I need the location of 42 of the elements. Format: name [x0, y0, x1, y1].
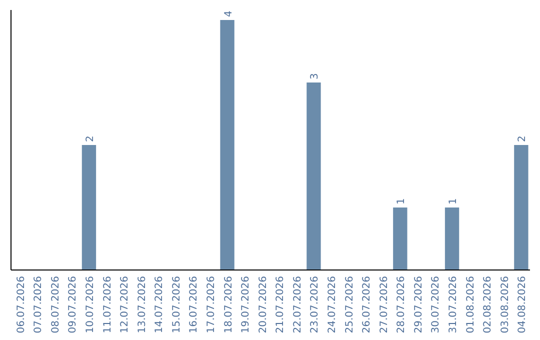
x-tick-label: 17.07.2026 — [206, 276, 217, 334]
bar — [82, 145, 96, 270]
x-tick-label: 22.07.2026 — [292, 276, 304, 334]
x-tick-label: 31.07.2026 — [448, 276, 460, 334]
x-tick-label: 13.07.2026 — [136, 276, 148, 334]
x-tick-label: 30.07.2026 — [430, 276, 442, 334]
bar — [306, 82, 321, 270]
x-tick-label: 11.07.2026 — [102, 276, 114, 334]
x-tick-label: 16.07.2026 — [188, 276, 200, 334]
x-tick-label: 07.07.2026 — [33, 276, 44, 334]
x-tick-label: 14.07.2026 — [154, 276, 166, 334]
data-label: 3 — [310, 73, 321, 80]
bar — [393, 208, 408, 270]
x-tick-label: 09.07.2026 — [68, 276, 79, 334]
x-tick-label: 25.07.2026 — [344, 276, 356, 334]
data-label: 2 — [84, 136, 96, 142]
data-label: 2 — [517, 136, 528, 142]
x-tick-label: 15.07.2026 — [171, 276, 182, 334]
bar — [444, 208, 460, 270]
x-tick-label: 21.07.2026 — [275, 276, 286, 334]
x-tick-label: 06.07.2026 — [16, 276, 27, 334]
x-tick-label: 29.07.2026 — [413, 276, 424, 334]
data-label: 1 — [396, 198, 408, 204]
x-tick-label: 27.07.2026 — [378, 276, 390, 334]
x-tick-label: 19.07.2026 — [240, 276, 252, 334]
x-tick-label: 04.08.2026 — [517, 276, 528, 334]
x-tick-label: 12.07.2026 — [120, 276, 131, 334]
x-tick-label: 10.07.2026 — [84, 276, 96, 334]
x-tick-label: 26.07.2026 — [362, 276, 373, 334]
x-tick-label: 18.07.2026 — [223, 276, 234, 334]
x-tick-label: 28.07.2026 — [396, 276, 408, 334]
x-tick-label: 20.07.2026 — [258, 276, 269, 334]
data-label: 4 — [223, 10, 234, 17]
bar — [514, 145, 528, 270]
x-tick-label: 23.07.2026 — [310, 276, 321, 334]
x-tick-label: 08.07.2026 — [50, 276, 62, 334]
x-tick-label: 02.08.2026 — [482, 276, 494, 334]
x-tick-label: 01.08.2026 — [465, 276, 476, 334]
bar — [220, 20, 234, 270]
x-tick-label: 03.08.2026 — [500, 276, 511, 334]
x-tick-label: 24.07.2026 — [327, 276, 338, 334]
data-label: 1 — [448, 198, 460, 204]
